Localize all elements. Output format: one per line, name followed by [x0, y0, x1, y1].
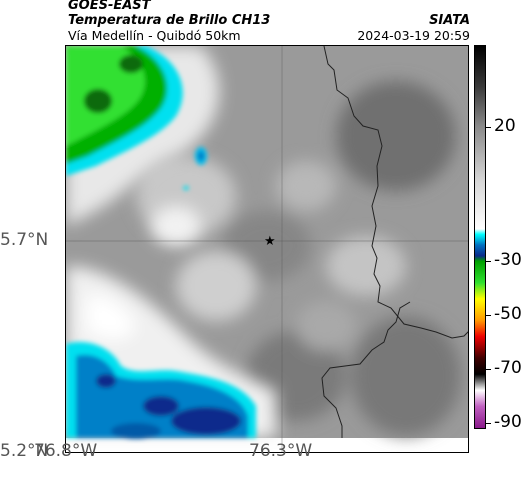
lat-label-5-7n: 5.7°N	[0, 230, 49, 250]
colorbar-tick-label: -50	[494, 304, 522, 324]
product-title: Temperatura de Brillo CH13	[68, 13, 271, 28]
map-svg: ★	[66, 46, 468, 452]
colorbar-tick	[486, 261, 491, 263]
satellite-map[interactable]: ★	[65, 45, 469, 453]
satellite-name: GOES-EAST	[68, 0, 151, 13]
source-label: SIATA	[429, 13, 470, 28]
colorbar-tick	[486, 422, 491, 424]
colorbar-tick	[486, 126, 491, 128]
cold-cloud-north	[66, 46, 207, 190]
brightness-texture	[136, 81, 461, 436]
star-icon: ★	[264, 234, 276, 249]
colorbar-tick-label: -70	[494, 357, 522, 378]
department-boundary	[323, 46, 468, 339]
colorbar-tick	[486, 315, 491, 316]
colorbar	[474, 45, 486, 429]
colorbar-tick-label: -30	[494, 250, 522, 271]
municipal-boundary	[321, 301, 411, 438]
cold-cloud-south	[66, 342, 256, 439]
lon-label-76-8w: 76.8°W	[34, 441, 98, 461]
lon-label-76-3w: 76.3°W	[249, 441, 313, 461]
colorbar-tick-label: 20	[494, 115, 516, 136]
datetime-label: 2024-03-19 20:59	[357, 28, 470, 43]
region-subtitle: Vía Medellín - Quibdó 50km	[68, 28, 241, 43]
lat-label-5-2n: 5.2°N	[0, 441, 49, 461]
colorbar-tick-label: -90	[494, 411, 522, 432]
colorbar-tick	[486, 368, 491, 370]
